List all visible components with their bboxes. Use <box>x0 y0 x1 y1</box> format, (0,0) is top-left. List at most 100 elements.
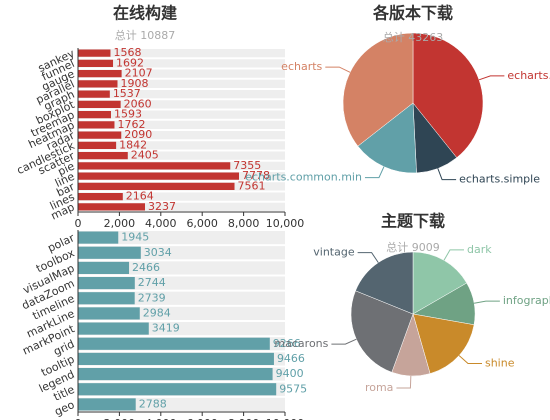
chart-title: 在线构建 <box>113 4 177 23</box>
bar <box>78 277 135 290</box>
label-line <box>331 338 357 345</box>
label-line <box>458 355 482 365</box>
bar <box>78 292 135 305</box>
chart-subtitle: 总计 43263 <box>383 30 444 44</box>
bar <box>78 261 130 274</box>
row-background <box>78 151 285 160</box>
value-label: 3034 <box>144 246 172 259</box>
pie-slice <box>342 32 414 147</box>
value-label: 1842 <box>119 138 147 151</box>
row-background <box>78 131 285 140</box>
bar <box>78 383 277 396</box>
label-line <box>357 252 379 263</box>
label-line <box>364 166 385 179</box>
bar <box>78 322 149 335</box>
bar <box>78 141 117 149</box>
bar <box>78 121 115 129</box>
pie-slice <box>350 290 414 373</box>
row-background <box>78 49 285 58</box>
row-background <box>78 261 285 275</box>
row-background <box>78 90 285 99</box>
bar <box>78 100 121 108</box>
row-background <box>78 192 285 201</box>
value-label: 2060 <box>124 97 152 110</box>
value-label: 1593 <box>114 108 142 121</box>
x-tick-label: 8,000 <box>228 217 260 230</box>
bar <box>78 152 128 160</box>
bar <box>78 49 111 57</box>
value-label: 2466 <box>132 261 160 274</box>
chart-subtitle: 总计 10887 <box>115 28 176 42</box>
slice-label: macarons <box>274 337 328 350</box>
value-label: 3419 <box>152 322 180 335</box>
x-tick-label: 2,000 <box>104 217 136 230</box>
x-tick-label: 0 <box>75 217 82 230</box>
x-tick-label: 2,000 <box>104 417 136 420</box>
slice-label: roma <box>365 381 393 394</box>
label-line <box>325 66 351 73</box>
value-label: 3237 <box>148 200 176 213</box>
bar <box>78 90 110 98</box>
value-label: 1945 <box>121 231 149 244</box>
value-label: 7355 <box>233 159 261 172</box>
bar <box>78 307 140 320</box>
value-label: 7778 <box>242 169 270 182</box>
row-background <box>78 69 285 78</box>
pie-slice <box>412 32 484 159</box>
bar <box>78 193 123 201</box>
slice-label: echarts.min <box>507 69 550 82</box>
pie-slice <box>412 313 475 374</box>
bar <box>78 162 231 170</box>
value-label: 2107 <box>125 67 153 80</box>
bar <box>78 246 141 259</box>
label-line <box>396 375 412 389</box>
chart-title: 各版本下载 <box>372 4 453 23</box>
row-background <box>78 231 285 245</box>
row-background <box>78 100 285 109</box>
value-label: 7561 <box>238 179 266 192</box>
x-tick-label: 4,000 <box>145 217 177 230</box>
slice-label: echarts <box>281 60 322 73</box>
bar <box>78 337 270 350</box>
value-label: 2984 <box>143 306 171 319</box>
label-line <box>437 168 457 181</box>
chart-subtitle: 总计 9009 <box>386 240 440 254</box>
value-label: 9400 <box>276 367 304 380</box>
value-label: 9575 <box>279 382 307 395</box>
value-label: 1908 <box>120 77 148 90</box>
chart-title: 主题下载 <box>381 212 445 231</box>
value-label: 2744 <box>138 276 166 289</box>
x-tick-label: 6,000 <box>186 417 218 420</box>
bar <box>78 80 118 88</box>
row-background <box>78 79 285 88</box>
label-line <box>478 75 505 81</box>
x-tick-label: 10,000 <box>266 417 305 420</box>
slice-label: infographic <box>503 294 550 307</box>
bar <box>78 182 235 190</box>
x-tick-label: 4,000 <box>145 417 177 420</box>
bar <box>78 59 114 67</box>
bar <box>78 398 136 411</box>
slice-label: dark <box>467 243 492 256</box>
x-tick-label: 6,000 <box>186 217 218 230</box>
slice-label: shine <box>485 357 515 370</box>
bar <box>78 131 122 139</box>
bar <box>78 70 122 78</box>
row-background <box>78 120 285 129</box>
value-label: 1692 <box>116 56 144 69</box>
value-label: 2788 <box>139 397 167 410</box>
row-background <box>78 59 285 68</box>
value-label: 1537 <box>113 87 141 100</box>
bar <box>78 352 274 365</box>
value-label: 2739 <box>138 291 166 304</box>
x-tick-label: 0 <box>75 417 82 420</box>
bar <box>78 172 240 180</box>
value-label: 2405 <box>131 149 159 162</box>
bar <box>78 203 146 211</box>
value-label: 2090 <box>124 128 152 141</box>
slice-label: echarts.common.min <box>245 171 362 184</box>
label-line <box>473 300 500 304</box>
slice-label: vintage <box>313 246 355 259</box>
value-label: 1762 <box>117 118 145 131</box>
